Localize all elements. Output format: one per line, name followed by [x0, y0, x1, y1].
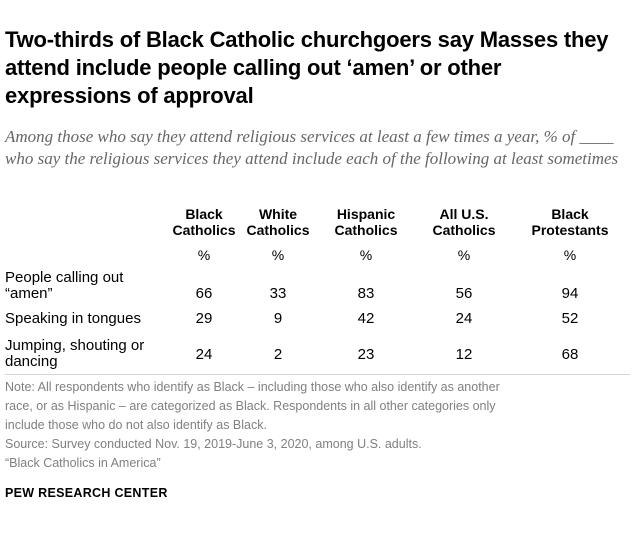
table-cell: 29 [195, 310, 213, 327]
brand-logo-text: PEW RESEARCH CENTER [5, 486, 168, 500]
unit-label: % [457, 247, 471, 263]
table-cell: 52 [561, 310, 579, 327]
note: Note: All respondents who identify as Bl… [5, 378, 625, 473]
column-header-hispanic-catholics: Hispanic Catholics [334, 206, 398, 238]
unit-label: % [271, 247, 285, 263]
row-label-tongues: Speaking in tongues [5, 310, 141, 327]
table-cell: 33 [269, 285, 287, 302]
table-cell: 83 [357, 285, 375, 302]
row-label-amen: People calling out “amen” [5, 269, 124, 302]
unit-label: % [197, 247, 211, 263]
divider [5, 374, 630, 375]
unit-label: % [359, 247, 373, 263]
table-cell: 94 [561, 285, 579, 302]
column-header-black-catholics: Black Catholics [172, 206, 236, 238]
table-cell: 24 [455, 310, 473, 327]
column-header-black-protestants: Black Protestants [531, 206, 609, 238]
table-cell: 66 [195, 285, 213, 302]
table-cell: 24 [195, 346, 213, 363]
table-cell: 2 [273, 346, 283, 363]
column-header-all-us-catholics: All U.S. Catholics [432, 206, 496, 238]
page-title: Two-thirds of Black Catholic churchgoers… [5, 27, 609, 108]
table-cell: 56 [455, 285, 473, 302]
unit-label: % [563, 247, 577, 263]
source-note: Source: Survey conducted Nov. 19, 2019-J… [5, 437, 422, 451]
report-title: “Black Catholics in America” [5, 456, 161, 470]
table-cell: 12 [455, 346, 473, 363]
table-cell: 23 [357, 346, 375, 363]
subtitle: Among those who say they attend religiou… [5, 127, 619, 168]
table-cell: 9 [273, 310, 283, 327]
table-cell: 68 [561, 346, 579, 363]
column-header-white-catholics: White Catholics [246, 206, 310, 238]
table-cell: 42 [357, 310, 375, 327]
row-label-jumping: Jumping, shouting or dancing [5, 337, 145, 370]
